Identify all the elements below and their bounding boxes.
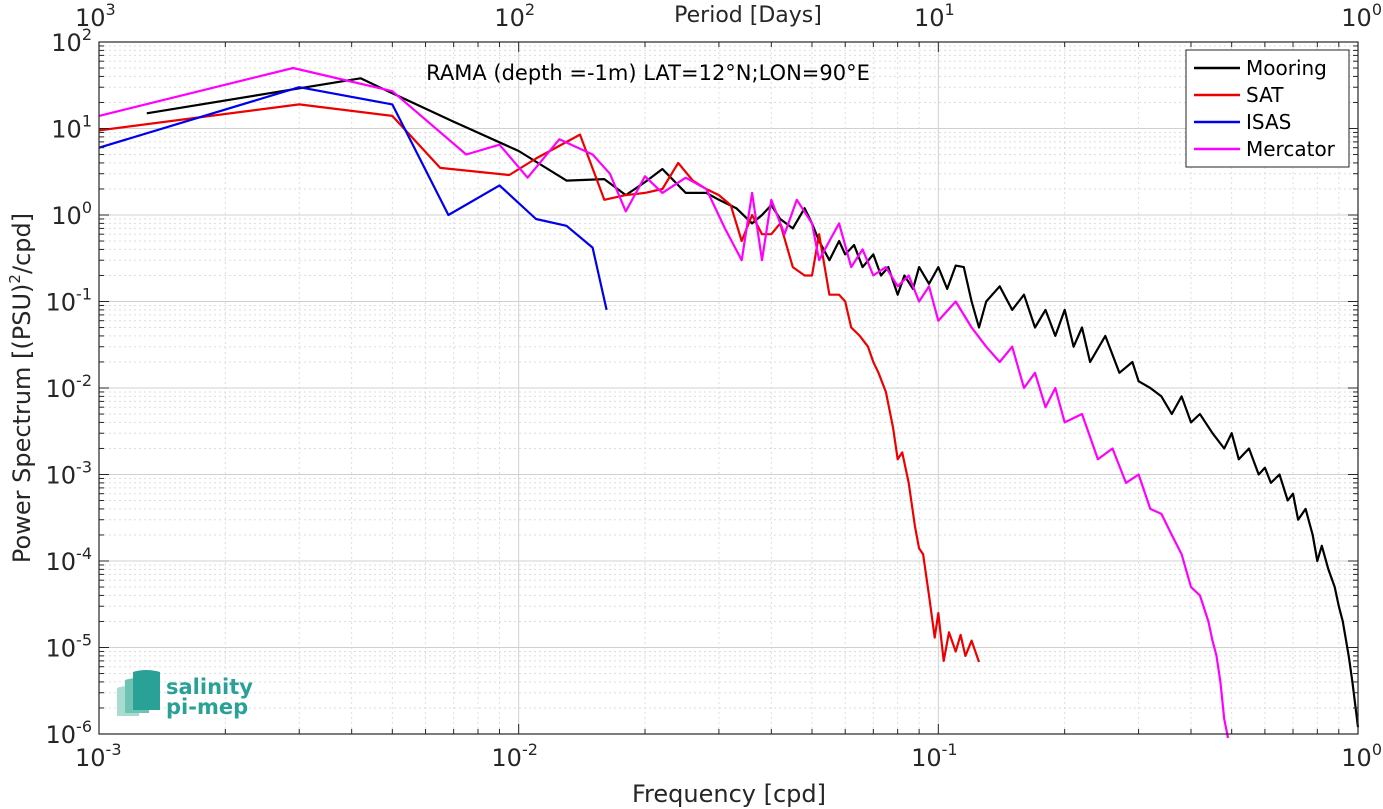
- y-tick-label: 10-2: [46, 371, 93, 403]
- legend: Mooring SAT ISAS Mercator: [1185, 49, 1350, 168]
- y-tick-label-exponent: -2: [76, 371, 92, 390]
- logo-text-line2: pi-mep: [166, 695, 248, 719]
- x2-tick-label-base: 10: [1341, 4, 1372, 32]
- chart-annotation: RAMA (depth =-1m) LAT=12°N;LON=90°E: [426, 61, 870, 85]
- legend-box: [1185, 49, 1350, 168]
- y-tick-label-base: 10: [46, 462, 77, 490]
- legend-label-mooring: Mooring: [1246, 56, 1327, 80]
- x2-tick-label: 101: [914, 0, 955, 32]
- x2-tick-label: 100: [1341, 0, 1382, 32]
- y-tick-label-exponent: -1: [76, 285, 92, 304]
- y-tick-label-exponent: -5: [76, 631, 92, 650]
- y-axis-title-tail: /cpd]: [8, 213, 36, 274]
- tick-marks: [98, 41, 1359, 735]
- major-grid: [98, 42, 1358, 735]
- x-tick-label: 10-3: [75, 740, 122, 772]
- y-tick-label-exponent: 2: [82, 25, 92, 44]
- y-tick-label-base: 10: [46, 721, 77, 749]
- salinity-pi-mep-logo: salinity pi-mep: [117, 670, 253, 719]
- y-tick-label: 10-5: [46, 631, 93, 663]
- y-tick-label: 10-6: [46, 717, 93, 749]
- y-tick-label-base: 10: [46, 289, 77, 317]
- x-tick-label-exponent: -1: [942, 740, 958, 759]
- y-tick-label-exponent: 0: [82, 198, 92, 217]
- legend-label-isas: ISAS: [1246, 110, 1291, 134]
- y-axis-title: Power Spectrum [(PSU)2/cpd]: [6, 213, 36, 563]
- y-tick-label-base: 10: [46, 635, 77, 663]
- y-tick-label: 102: [51, 25, 92, 57]
- y-tick-label-base: 10: [46, 375, 77, 403]
- x-tick-label-exponent: -2: [522, 740, 538, 759]
- x-tick-label: 10-2: [491, 740, 538, 772]
- logo-mark-icon: [117, 670, 160, 716]
- x2-tick-label-exponent: 2: [525, 0, 535, 19]
- y-tick-label-exponent: -3: [76, 458, 92, 477]
- y-tick-label: 100: [51, 198, 92, 230]
- y-tick-label-base: 10: [51, 116, 82, 144]
- y-tick-label-base: 10: [46, 548, 77, 576]
- x-axis-title: Frequency [cpd]: [632, 780, 826, 808]
- x-tick-label-base: 10: [911, 744, 942, 772]
- y-tick-label-base: 10: [51, 202, 82, 230]
- logo-text-line1: salinity: [166, 675, 253, 699]
- x2-tick-label-base: 10: [914, 4, 945, 32]
- y-tick-label: 10-4: [46, 544, 93, 576]
- y-tick-label: 101: [51, 112, 92, 144]
- y-tick-label: 10-1: [46, 285, 93, 317]
- series-line-sat: [98, 103, 981, 663]
- x-tick-label-base: 10: [75, 744, 106, 772]
- x-tick-label-exponent: -3: [106, 740, 122, 759]
- series-line-mercator: [98, 66, 1230, 739]
- legend-label-sat: SAT: [1246, 83, 1284, 107]
- x-tick-label-base: 10: [491, 744, 522, 772]
- x2-tick-label: 102: [494, 0, 535, 32]
- x-tick-label: 10-1: [911, 740, 958, 772]
- x2-tick-label-exponent: 3: [106, 0, 116, 19]
- x2-tick-label-exponent: 0: [1372, 0, 1382, 19]
- y-tick-label-exponent: -4: [76, 544, 92, 563]
- x2-tick-label-exponent: 1: [945, 0, 955, 19]
- y-tick-label: 10-3: [46, 458, 93, 490]
- x2-tick-label: 103: [75, 0, 116, 32]
- y-tick-label-exponent: -6: [76, 717, 92, 736]
- x-tick-label-base: 10: [1341, 744, 1372, 772]
- y-axis-title-main: Power Spectrum [(PSU): [8, 284, 36, 563]
- x2-tick-label-base: 10: [75, 4, 106, 32]
- x-tick-label: 100: [1341, 740, 1382, 772]
- x2-axis-title: Period [Days]: [674, 3, 822, 28]
- y-tick-label-base: 10: [51, 29, 82, 57]
- x-tick-label-exponent: 0: [1372, 740, 1382, 759]
- y-tick-label-exponent: 1: [82, 112, 92, 131]
- series-line-mooring: [146, 77, 1360, 728]
- y-axis-title-sup: 2: [6, 274, 24, 284]
- series-line-isas: [98, 86, 608, 311]
- series-layer: [98, 66, 1360, 739]
- x2-tick-label-base: 10: [494, 4, 525, 32]
- legend-label-mercator: Mercator: [1246, 137, 1336, 161]
